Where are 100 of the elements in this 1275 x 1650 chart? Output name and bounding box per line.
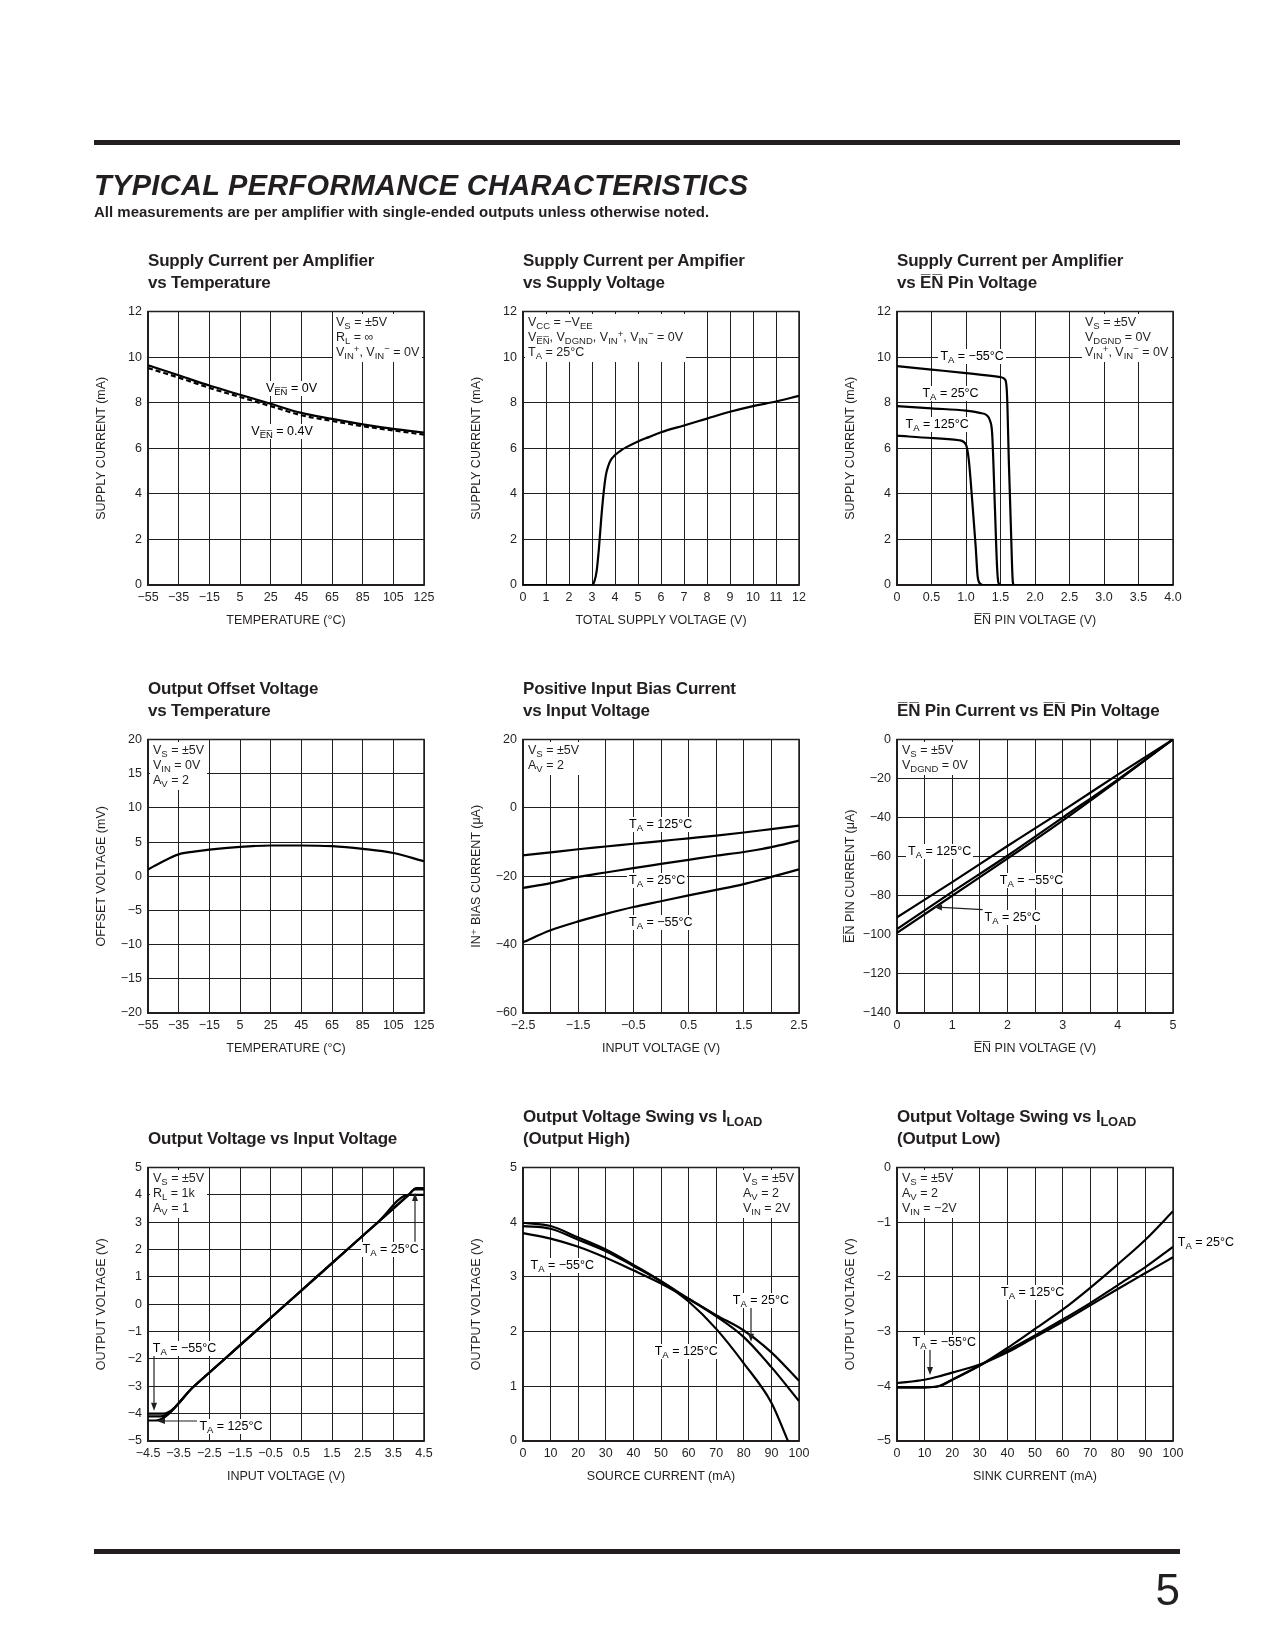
x-tick-label: 80	[1110, 1445, 1125, 1460]
annotation: T$_{A}$ = 25°C	[528, 344, 586, 361]
annotation: V$_{S}$ = ±5V	[528, 742, 580, 759]
y-tick-label: 4	[884, 486, 892, 501]
text: T$_{A}$ = 25°C	[982, 909, 1043, 926]
y-tick-label: −4	[127, 1406, 143, 1421]
x-tick-label: 50	[654, 1445, 668, 1460]
y-tick-label: −4	[876, 1378, 892, 1393]
series-label: T$_{A}$ = −55°C	[938, 348, 1006, 365]
annotation: V$_{S}$ = ±5V	[1085, 314, 1138, 331]
x-axis-title: E̅N̅ PIN VOLTAGE (V)	[973, 1040, 1097, 1055]
x-tick-label: 60	[681, 1445, 696, 1460]
x-tick-label: 10	[917, 1445, 932, 1460]
x-tick-label: 105	[382, 589, 404, 604]
x-tick-label: 2.5	[1060, 589, 1079, 604]
x-tick-label: 100	[1162, 1445, 1184, 1460]
x-tick-label: 85	[355, 1017, 370, 1032]
x-axis-title: SINK CURRENT (mA)	[972, 1468, 1098, 1483]
x-axis-title: TEMPERATURE (°C)	[226, 612, 346, 627]
y-tick-label: 4	[135, 1187, 143, 1202]
annotation: A$_{V}$ = 1	[153, 1200, 190, 1217]
series-label: T$_{A}$ = −55°C	[627, 915, 695, 932]
annotation: V$_{IN}$ = 0V	[153, 757, 202, 774]
y-tick-label: −10	[120, 937, 143, 952]
x-tick-label: −1.5	[565, 1017, 591, 1032]
x-tick-label: 2.5	[790, 1017, 808, 1032]
x-tick-label: 30	[972, 1445, 987, 1460]
x-tick-label: −35	[168, 589, 190, 604]
x-tick-label: −3.5	[166, 1445, 192, 1460]
text: All measurements are per amplifier with single-ended outputs unless otherwise noted.	[94, 202, 711, 222]
y-tick-label: −60	[495, 1005, 518, 1020]
y-tick-label: −100	[862, 927, 892, 942]
y-tick-label: −20	[120, 1005, 143, 1020]
y-tick-label: −140	[862, 1005, 892, 1020]
text: T$_{A}$ = 125°C	[197, 1418, 265, 1435]
x-tick-label: 9	[726, 589, 734, 604]
x-tick-label: −15	[198, 1017, 220, 1032]
y-tick-label: −40	[869, 810, 892, 825]
y-axis-title: OFFSET VOLTAGE (mV)	[93, 806, 108, 947]
x-tick-label: 90	[1138, 1445, 1153, 1460]
series-label: T$_{A}$ = −55°C	[997, 872, 1066, 889]
x-axis-title: SOURCE CURRENT (mA)	[586, 1468, 736, 1483]
x-tick-label: 2.0	[1026, 589, 1044, 604]
x-axis-title: TEMPERATURE (°C)	[226, 1040, 346, 1055]
y-tick-label: 6	[884, 440, 892, 455]
y-tick-label: 15	[128, 766, 143, 781]
x-tick-label: 2	[1003, 1017, 1011, 1032]
y-tick-label: 8	[510, 395, 518, 410]
chart-title: Output Offset Voltage vs Temperature	[148, 678, 319, 722]
x-tick-label: 10	[543, 1445, 558, 1460]
x-tick-label: 25	[263, 1017, 278, 1032]
y-tick-label: −1	[127, 1324, 143, 1339]
x-tick-label: 4.5	[415, 1445, 433, 1460]
y-tick-label: 0	[510, 800, 518, 815]
x-tick-label: −0.5	[258, 1445, 284, 1460]
y-tick-label: 5	[510, 1159, 518, 1174]
y-tick-label: 20	[503, 731, 518, 746]
y-tick-label: 0	[135, 1296, 143, 1311]
y-tick-label: 1	[510, 1378, 518, 1393]
y-tick-label: 0	[510, 1433, 518, 1448]
y-tick-label: 10	[128, 349, 143, 364]
y-tick-label: 0	[884, 577, 892, 592]
annotation: A$_{V}$ = 2	[528, 757, 565, 774]
series-label: T$_{A}$ = −55°C	[528, 1258, 596, 1275]
chart-title: Output Voltage Swing vs I$_{LOAD}$ (Output High)	[523, 1107, 763, 1148]
annotation: V$_{S}$ = ±5V	[153, 742, 205, 759]
y-tick-label: −5	[127, 902, 143, 917]
x-tick-label: 100	[788, 1445, 810, 1460]
x-tick-label: −4.5	[135, 1445, 161, 1460]
x-tick-label: 6	[657, 589, 665, 604]
y-tick-label: 2	[135, 531, 143, 546]
x-tick-label: 8	[703, 589, 711, 604]
x-tick-label: 11	[769, 589, 783, 604]
x-tick-label: −55	[137, 1017, 159, 1032]
x-tick-label: 0.5	[679, 1017, 698, 1032]
series-label: T$_{A}$ = 25°C	[1175, 1235, 1236, 1252]
x-tick-label: 30	[598, 1445, 613, 1460]
x-tick-label: −1.5	[227, 1445, 253, 1460]
y-tick-label: 20	[128, 731, 143, 746]
series-label: T$_{A}$ = 25°C	[730, 1292, 791, 1309]
x-tick-label: 4	[611, 589, 619, 604]
x-tick-label: 65	[325, 1017, 339, 1032]
y-tick-label: −60	[869, 849, 892, 864]
x-tick-label: 85	[355, 589, 370, 604]
x-tick-label: 20	[945, 1445, 960, 1460]
series-label: T$_{A}$ = 25°C	[627, 872, 688, 889]
x-tick-label: 3.5	[384, 1445, 403, 1460]
series-label: T$_{A}$ = 125°C	[652, 1344, 720, 1360]
annotation: A$_{V}$ = 2	[902, 1185, 939, 1202]
x-tick-label: 3.5	[1129, 589, 1148, 604]
x-tick-label: 90	[764, 1445, 779, 1460]
y-tick-label: 3	[510, 1269, 518, 1284]
y-tick-label: 8	[884, 395, 892, 410]
y-tick-label: 0	[884, 731, 892, 746]
annotation: R$_{L}$ = 1k	[153, 1185, 196, 1202]
x-tick-label: 25	[263, 589, 278, 604]
x-axis-title: INPUT VOLTAGE (V)	[226, 1468, 346, 1483]
y-axis-title: E̅N̅ PIN CURRENT (μA)	[842, 809, 857, 943]
x-tick-label: 50	[1028, 1445, 1042, 1460]
x-axis-title: TOTAL SUPPLY VOLTAGE (V)	[575, 612, 747, 627]
